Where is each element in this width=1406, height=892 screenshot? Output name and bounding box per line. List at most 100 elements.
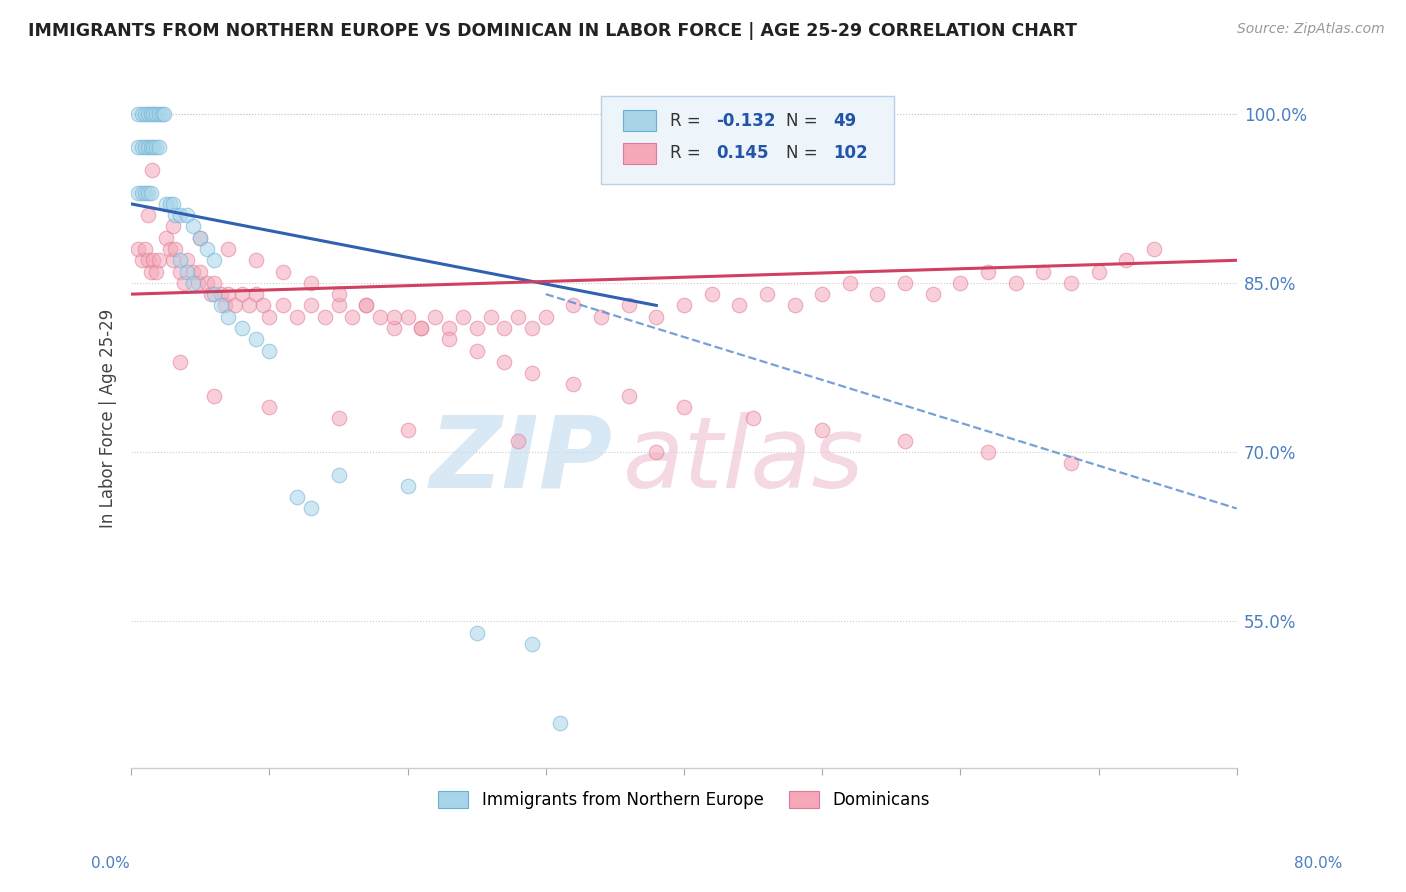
Point (508, 434, 530, 448)
Point (217, 310, 239, 324)
Point (183, 264, 205, 278)
Point (728, 298, 751, 312)
Point (838, 276, 860, 290)
Point (465, 321, 488, 335)
Point (214, 298, 236, 312)
Point (328, 287, 350, 301)
Point (202, 253, 225, 268)
Text: atlas: atlas (623, 412, 865, 508)
Point (145, 264, 167, 278)
Point (231, 287, 253, 301)
Point (811, 423, 834, 437)
Point (245, 287, 267, 301)
Point (145, 106, 167, 120)
Point (159, 197, 181, 211)
Point (136, 140, 159, 154)
Point (169, 208, 191, 222)
Point (169, 264, 191, 278)
Point (217, 242, 239, 256)
Point (437, 321, 460, 335)
Point (342, 310, 364, 324)
Point (195, 276, 218, 290)
Point (127, 140, 149, 154)
Point (127, 106, 149, 120)
Point (183, 219, 205, 234)
Point (411, 321, 433, 335)
Point (354, 298, 377, 312)
Text: N =: N = (786, 112, 823, 130)
Point (465, 343, 488, 358)
Point (314, 310, 336, 324)
Point (479, 310, 502, 324)
Point (142, 106, 165, 120)
Point (238, 298, 260, 312)
Text: 102: 102 (834, 145, 868, 162)
Point (131, 253, 153, 268)
Point (562, 377, 585, 392)
Point (328, 298, 350, 312)
Point (894, 276, 917, 290)
Point (148, 253, 170, 268)
Point (142, 253, 165, 268)
Point (617, 298, 640, 312)
Text: IMMIGRANTS FROM NORTHERN EUROPE VS DOMINICAN IN LABOR FORCE | AGE 25-29 CORRELAT: IMMIGRANTS FROM NORTHERN EUROPE VS DOMIN… (28, 22, 1077, 40)
Point (328, 411, 350, 425)
Point (520, 637, 543, 651)
Point (949, 276, 972, 290)
Point (299, 276, 322, 290)
Point (494, 355, 516, 369)
Point (188, 231, 211, 245)
Point (145, 140, 167, 154)
Point (465, 625, 488, 640)
Point (153, 106, 176, 120)
Point (202, 287, 225, 301)
Text: N =: N = (786, 145, 823, 162)
Point (165, 208, 187, 222)
Point (977, 445, 1000, 459)
Point (148, 106, 170, 120)
Point (520, 366, 543, 380)
Point (150, 106, 173, 120)
Point (169, 355, 191, 369)
Text: R =: R = (669, 145, 706, 162)
Point (136, 186, 159, 200)
Point (425, 310, 447, 324)
Point (162, 197, 184, 211)
Bar (623, 143, 657, 164)
Point (645, 445, 668, 459)
Point (245, 332, 267, 346)
Point (134, 242, 156, 256)
Point (534, 310, 557, 324)
Point (155, 231, 177, 245)
Text: 0.145: 0.145 (716, 145, 769, 162)
Point (209, 298, 232, 312)
Point (396, 423, 419, 437)
Point (136, 208, 159, 222)
Point (1060, 456, 1083, 470)
Point (127, 242, 149, 256)
Point (131, 106, 153, 120)
Point (245, 253, 267, 268)
Point (202, 276, 225, 290)
Point (354, 298, 377, 312)
Point (672, 400, 695, 414)
Point (202, 389, 225, 403)
Point (139, 106, 162, 120)
Point (494, 321, 516, 335)
Point (209, 287, 232, 301)
Point (136, 106, 159, 120)
Point (148, 140, 170, 154)
Point (155, 197, 177, 211)
Point (139, 186, 162, 200)
Point (520, 321, 543, 335)
Point (1032, 264, 1054, 278)
Bar (623, 111, 657, 131)
Point (195, 242, 218, 256)
Text: Source: ZipAtlas.com: Source: ZipAtlas.com (1237, 22, 1385, 37)
Point (328, 467, 350, 482)
Point (562, 298, 585, 312)
Point (139, 264, 162, 278)
Point (396, 479, 419, 493)
Point (299, 501, 322, 516)
Point (921, 287, 943, 301)
